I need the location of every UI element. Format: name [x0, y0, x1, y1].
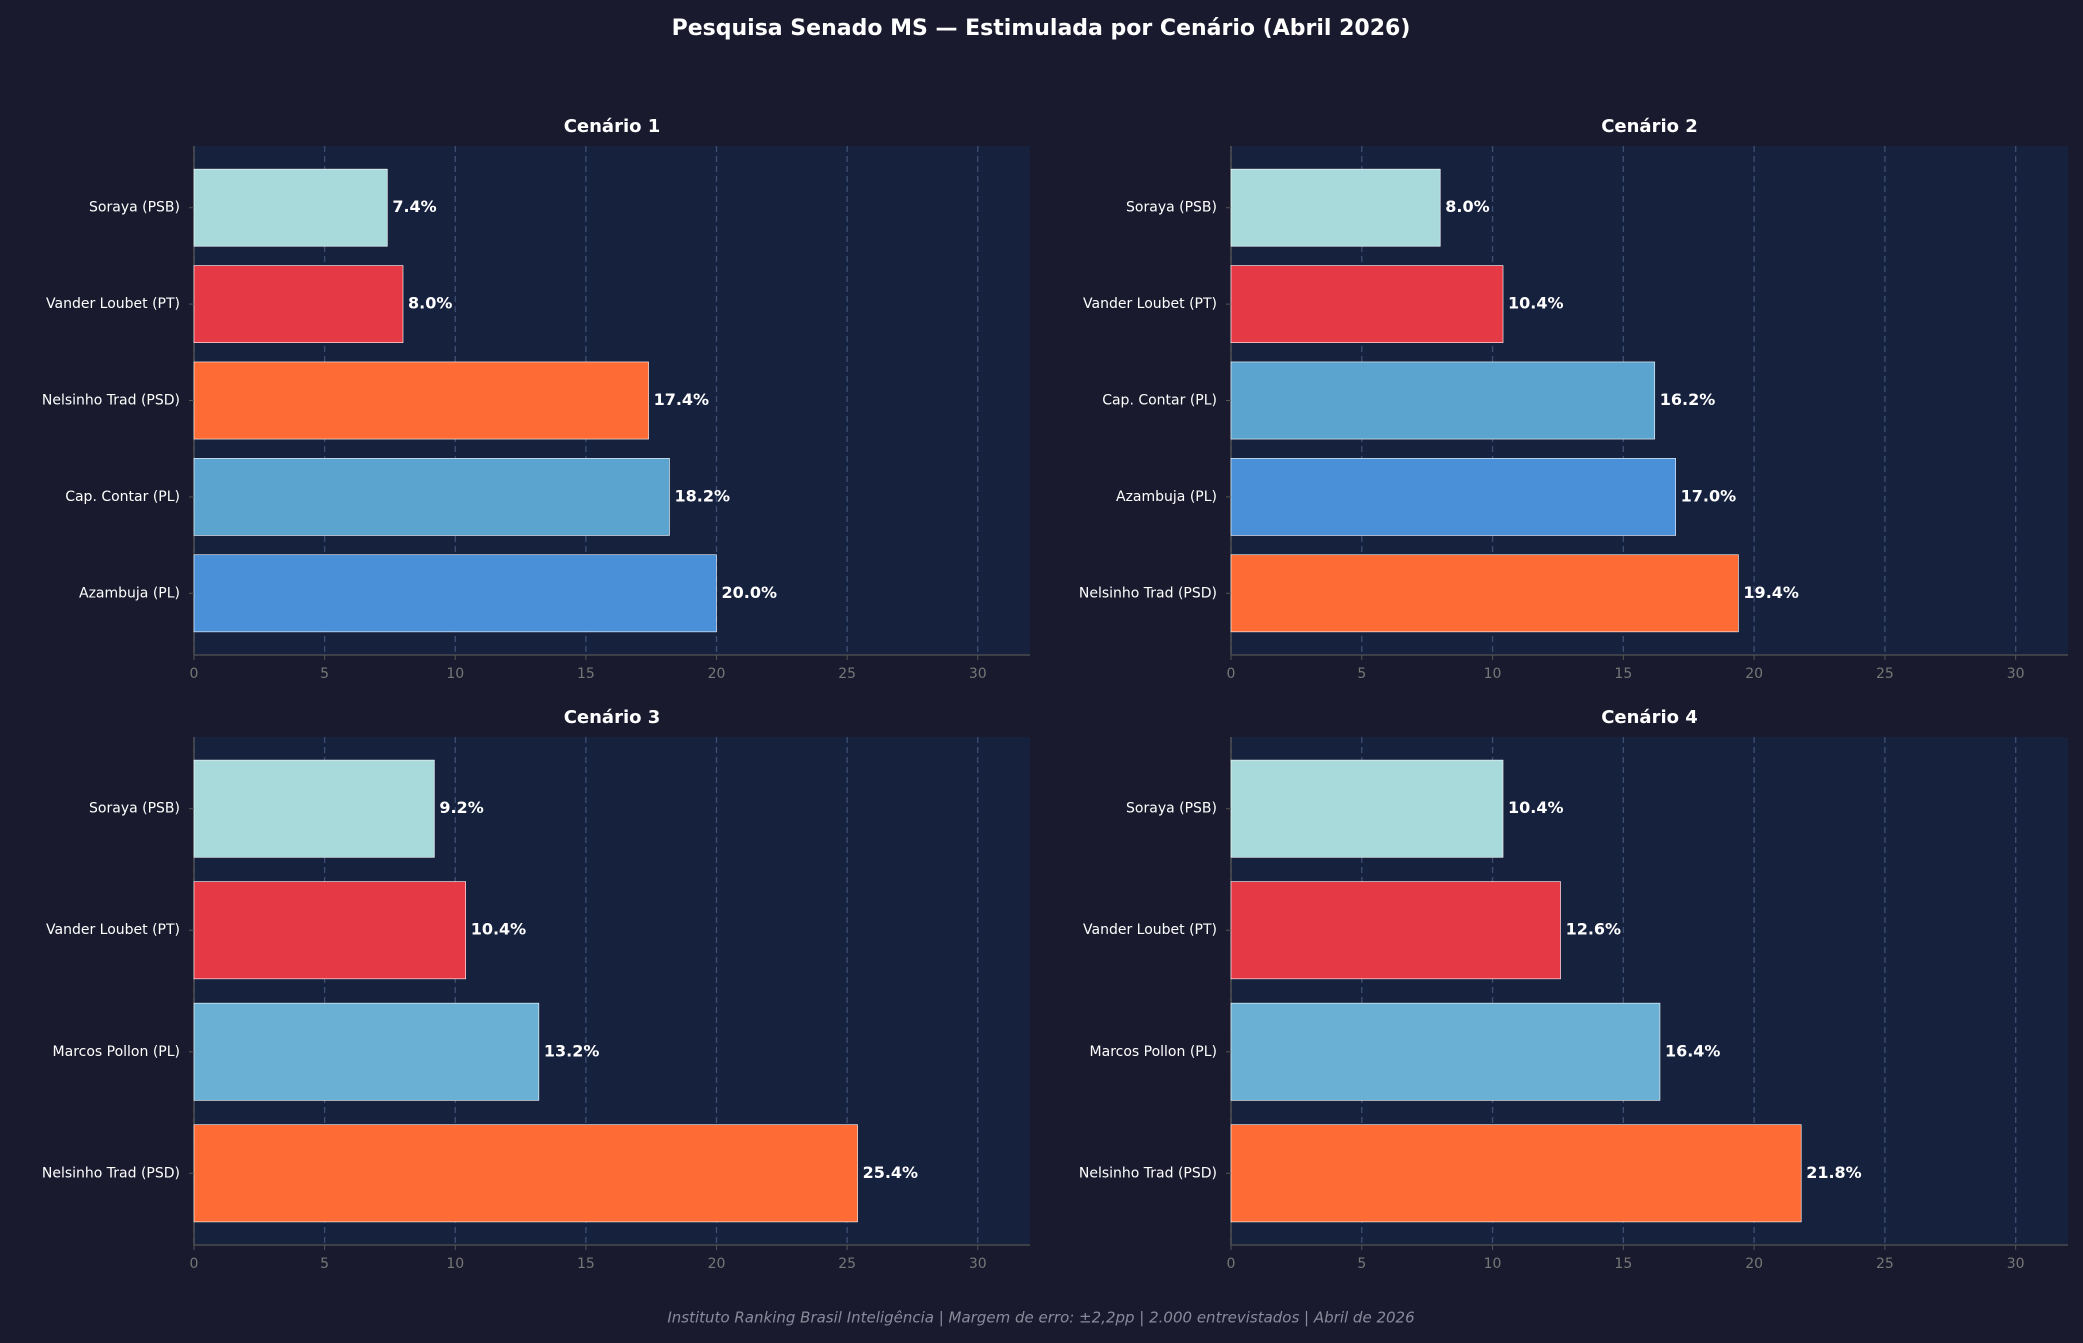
panel-title: Cenário 2	[1601, 116, 1698, 137]
x-tick-label: 20	[708, 666, 726, 682]
value-label: 8.0%	[408, 294, 452, 313]
bar	[1230, 881, 1561, 980]
y-tick-label: Cap. Contar (PL)	[65, 489, 180, 505]
x-tick-label: 25	[838, 1256, 856, 1272]
x-tick-label: 0	[190, 666, 199, 682]
bar	[1230, 361, 1656, 440]
value-label: 21.8%	[1806, 1163, 1862, 1182]
y-tick-label: Vander Loubet (PT)	[46, 922, 180, 938]
panel-title: Cenário 3	[564, 707, 661, 728]
value-label: 8.0%	[1445, 197, 1489, 216]
x-tick-label: 5	[320, 666, 329, 682]
y-tick-label: Vander Loubet (PT)	[1083, 296, 1217, 312]
value-label: 12.6%	[1566, 920, 1622, 939]
y-tick-label: Azambuja (PL)	[79, 585, 180, 601]
x-tick-label: 30	[969, 1256, 987, 1272]
value-label: 9.2%	[439, 798, 483, 817]
y-tick-label: Azambuja (PL)	[1116, 489, 1217, 505]
x-tick-label: 5	[1357, 1256, 1366, 1272]
bar	[1230, 265, 1504, 343]
value-label: 7.4%	[392, 197, 436, 216]
value-label: 18.2%	[674, 486, 730, 505]
x-tick-label: 25	[838, 666, 856, 682]
x-tick-label: 0	[190, 1256, 199, 1272]
bar	[193, 265, 404, 343]
x-tick-label: 30	[969, 666, 987, 682]
y-tick-label: Nelsinho Trad (PSD)	[1079, 585, 1217, 601]
value-label: 25.4%	[863, 1163, 919, 1182]
value-label: 17.0%	[1681, 486, 1737, 505]
footer: Instituto Ranking Brasil Inteligência | …	[667, 1309, 1414, 1327]
bar	[1230, 1002, 1661, 1101]
x-tick-label: 0	[1227, 1256, 1236, 1272]
y-tick-label: Marcos Pollon (PL)	[1090, 1044, 1217, 1060]
value-label: 16.2%	[1660, 390, 1716, 409]
x-tick-label: 25	[1876, 1256, 1894, 1272]
bar	[193, 554, 717, 633]
value-label: 17.4%	[654, 390, 710, 409]
y-tick-label: Nelsinho Trad (PSD)	[1079, 1165, 1217, 1181]
value-label: 10.4%	[471, 920, 527, 939]
bar	[193, 759, 435, 858]
x-tick-label: 10	[1484, 666, 1502, 682]
bar	[193, 881, 467, 980]
y-tick-label: Cap. Contar (PL)	[1102, 393, 1217, 409]
y-tick-label: Soraya (PSB)	[89, 200, 180, 216]
bar	[193, 168, 388, 247]
y-tick-label: Soraya (PSB)	[1126, 200, 1217, 216]
value-label: 16.4%	[1665, 1041, 1721, 1060]
x-tick-label: 10	[446, 666, 464, 682]
x-tick-label: 30	[2007, 1256, 2025, 1272]
x-tick-label: 10	[446, 1256, 464, 1272]
bar	[193, 458, 670, 536]
x-tick-label: 5	[320, 1256, 329, 1272]
panel-title: Cenário 4	[1601, 707, 1698, 728]
y-tick-label: Nelsinho Trad (PSD)	[42, 1165, 180, 1181]
value-label: 19.4%	[1743, 583, 1799, 602]
bar	[1230, 1124, 1802, 1223]
bar	[193, 1124, 858, 1223]
x-tick-label: 5	[1357, 666, 1366, 682]
bar	[1230, 168, 1441, 247]
x-tick-label: 20	[1745, 1256, 1763, 1272]
y-tick-label: Marcos Pollon (PL)	[53, 1044, 180, 1060]
value-label: 13.2%	[544, 1041, 600, 1060]
value-label: 20.0%	[722, 583, 778, 602]
x-tick-label: 15	[577, 666, 595, 682]
value-label: 10.4%	[1508, 294, 1564, 313]
x-tick-label: 15	[577, 1256, 595, 1272]
y-tick-label: Nelsinho Trad (PSD)	[42, 393, 180, 409]
bar	[193, 1002, 540, 1101]
x-tick-label: 20	[708, 1256, 726, 1272]
x-tick-label: 10	[1484, 1256, 1502, 1272]
y-tick-label: Soraya (PSB)	[1126, 801, 1217, 817]
x-tick-label: 20	[1745, 666, 1763, 682]
x-tick-label: 30	[2007, 666, 2025, 682]
bar	[193, 361, 649, 440]
y-tick-label: Vander Loubet (PT)	[46, 296, 180, 312]
panel-title: Cenário 1	[564, 116, 661, 137]
x-tick-label: 25	[1876, 666, 1894, 682]
suptitle: Pesquisa Senado MS — Estimulada por Cená…	[672, 16, 1411, 41]
x-tick-label: 15	[1614, 1256, 1632, 1272]
x-tick-label: 15	[1614, 666, 1632, 682]
bar	[1230, 554, 1739, 633]
bar	[1230, 458, 1676, 536]
x-tick-label: 0	[1227, 666, 1236, 682]
y-tick-label: Soraya (PSB)	[89, 801, 180, 817]
bar	[1230, 759, 1504, 858]
value-label: 10.4%	[1508, 798, 1564, 817]
y-tick-label: Vander Loubet (PT)	[1083, 922, 1217, 938]
